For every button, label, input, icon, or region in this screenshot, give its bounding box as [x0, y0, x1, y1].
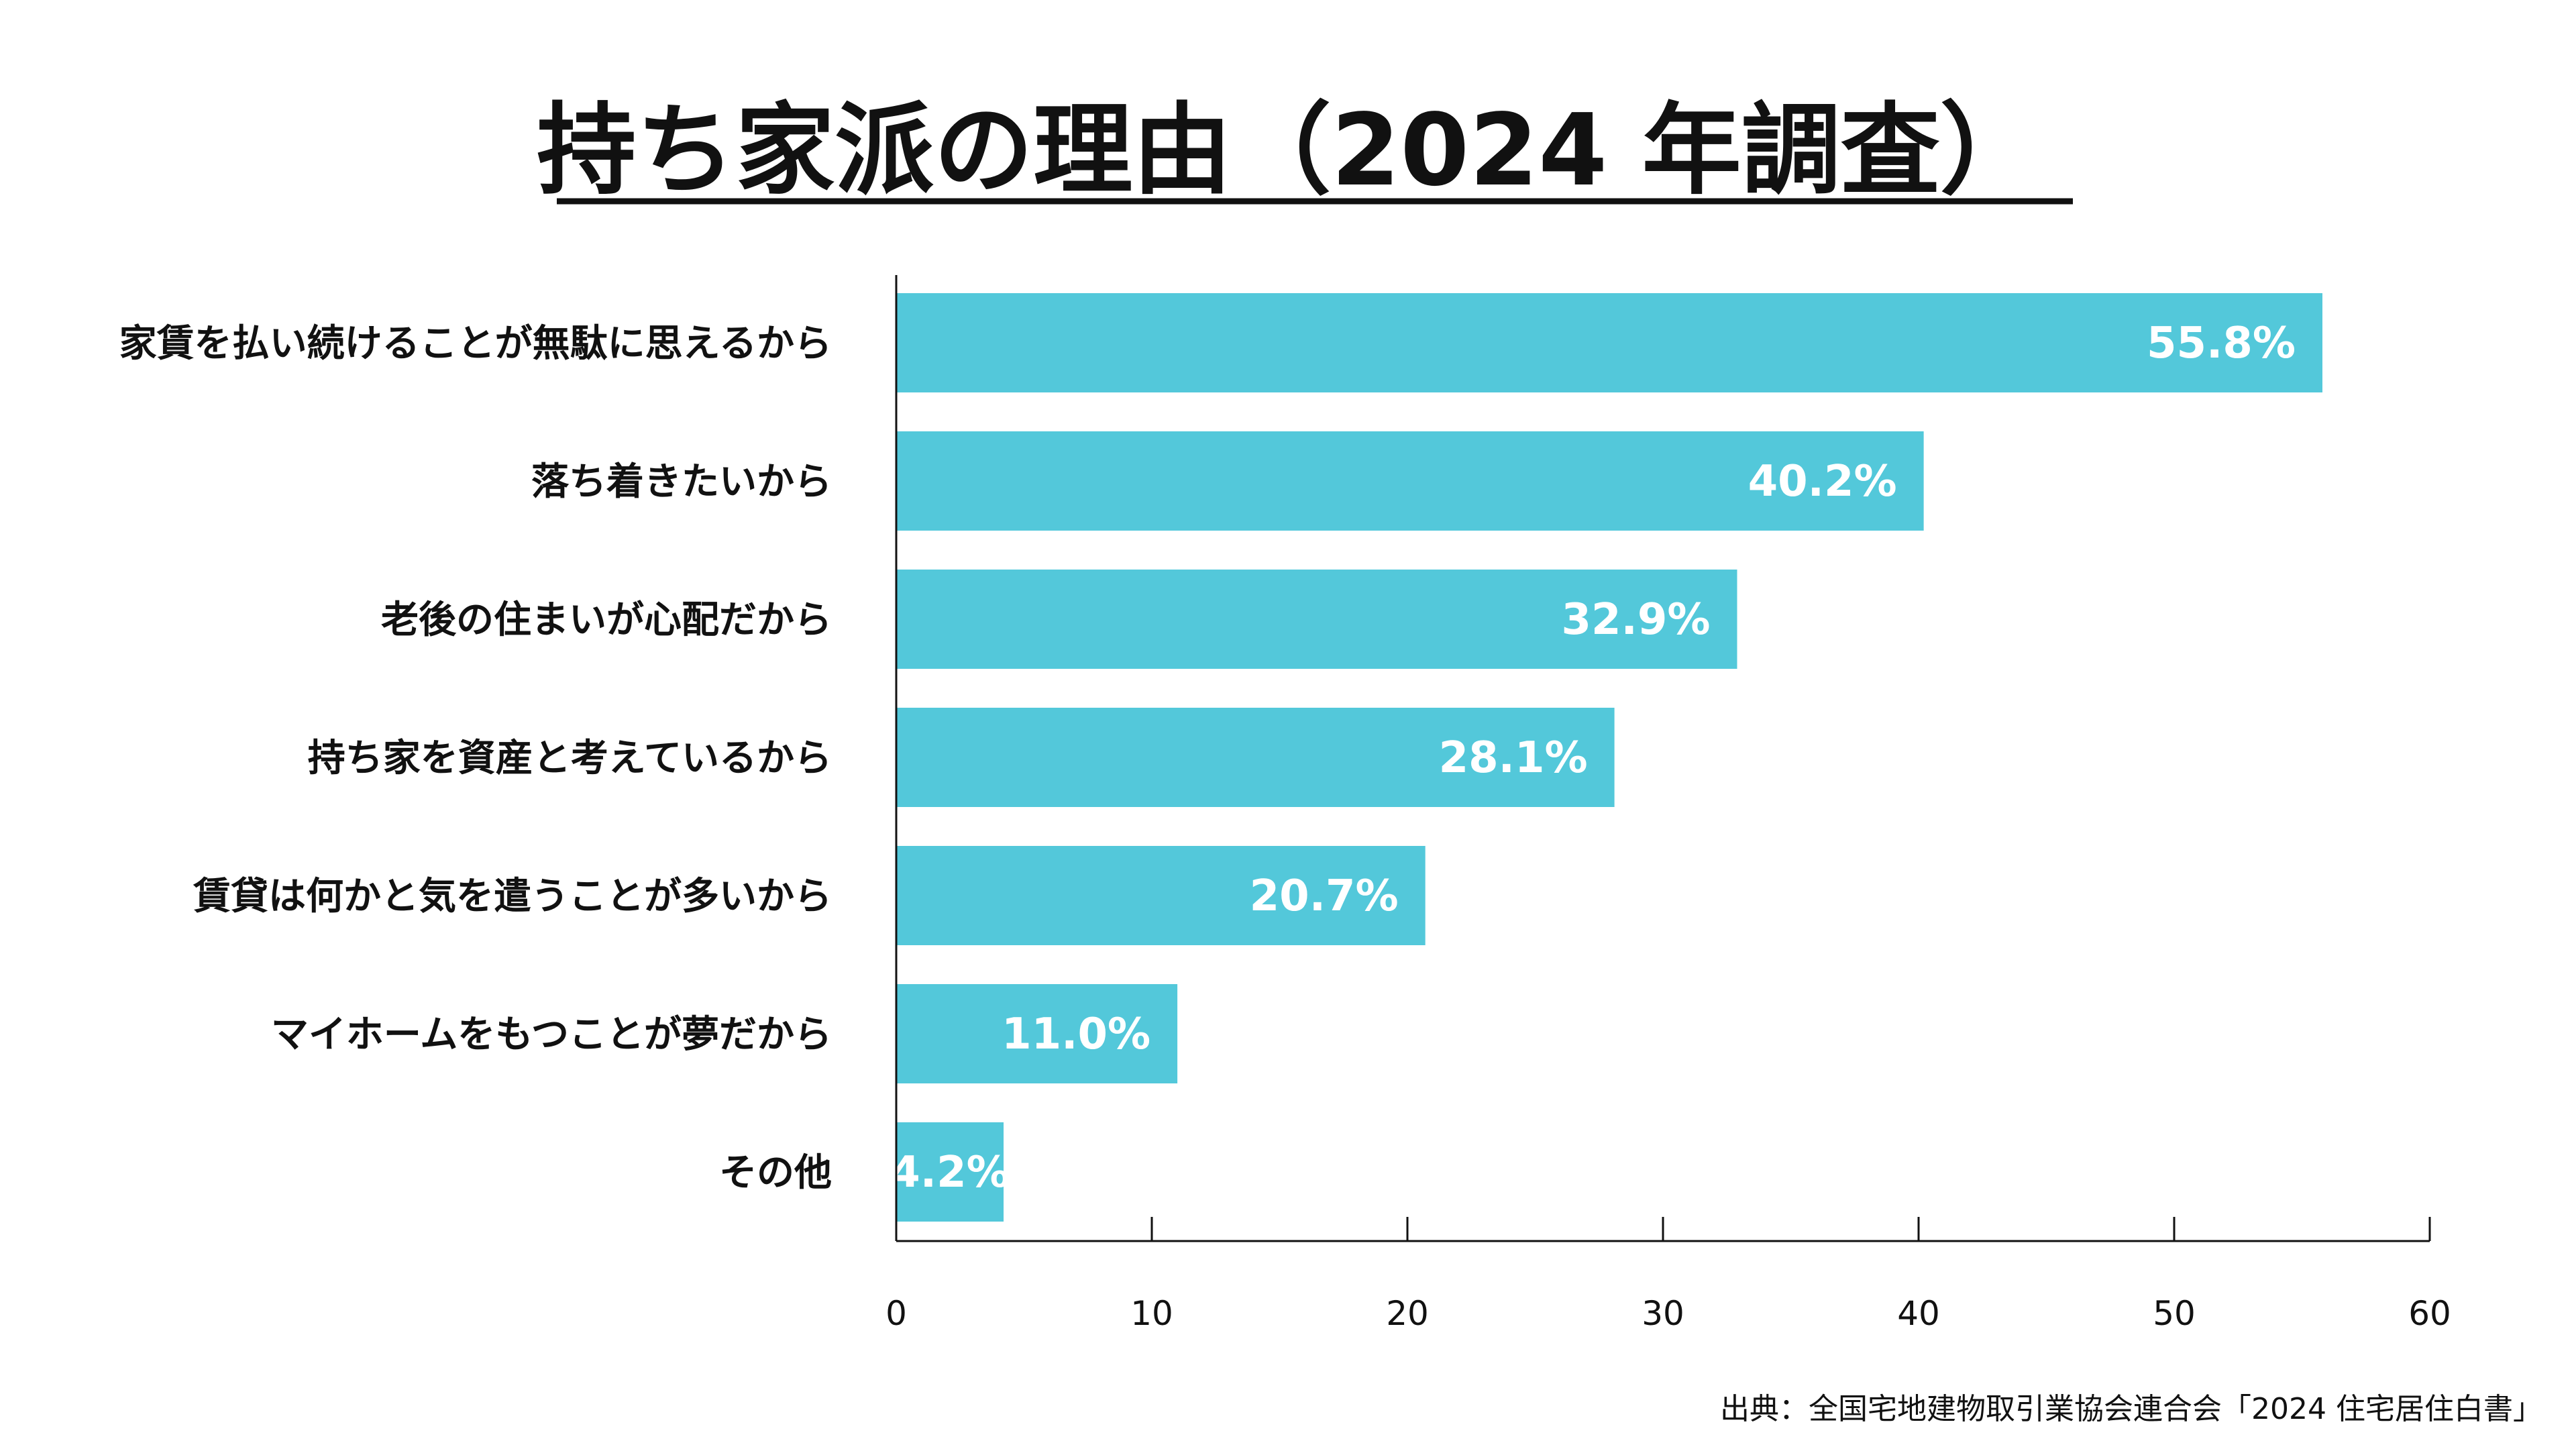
bar-value-label: 40.2%	[1748, 457, 1897, 506]
category-label: マイホームをもつことが夢だから	[271, 1013, 832, 1057]
category-label: 落ち着きたいから	[531, 460, 832, 504]
x-tick-label: 50	[2153, 1294, 2196, 1333]
bar	[896, 708, 1615, 807]
bar-value-label: 55.8%	[2147, 319, 2296, 368]
bar	[896, 1122, 1004, 1222]
source-note: 出典：全国宅地建物取引業協会連合会「2024 住宅居住白書」	[1720, 1392, 2542, 1426]
bar	[896, 293, 2322, 392]
x-tick-label: 40	[1897, 1294, 1940, 1333]
category-label: その他	[719, 1151, 832, 1195]
category-label: 賃貸は何かと気を遣うことが多いから	[193, 875, 832, 918]
x-axis: 0 10 20 30 40 50 60	[885, 275, 2451, 1333]
x-tick-label: 30	[1642, 1294, 1684, 1333]
bars-layer: 家賃を払い続けることが無駄に思えるから 55.8% 落ち着きたいから 40.2% 老後の…	[119, 293, 2322, 1222]
x-tick-label: 20	[1386, 1294, 1429, 1333]
x-tick-label: 60	[2408, 1294, 2451, 1333]
chart-title: 持ち家派の理由（2024 年調査）	[537, 93, 2039, 208]
bar	[896, 431, 1924, 531]
bar	[896, 984, 1178, 1083]
bar-value-label: 4.2%	[890, 1148, 1010, 1197]
bar-value-label: 20.7%	[1250, 871, 1399, 921]
category-label: 老後の住まいが心配だから	[381, 598, 832, 642]
x-tick-label: 0	[885, 1294, 907, 1333]
category-label: 家賃を払い続けることが無駄に思えるから	[119, 322, 832, 366]
bar-value-label: 11.0%	[1002, 1010, 1150, 1059]
bar	[896, 570, 1737, 669]
category-label: 持ち家を資産と考えているから	[308, 737, 832, 780]
x-tick-label: 10	[1130, 1294, 1173, 1333]
bar	[896, 846, 1426, 945]
bar-value-label: 28.1%	[1439, 733, 1588, 783]
bar-value-label: 32.9%	[1561, 595, 1710, 645]
